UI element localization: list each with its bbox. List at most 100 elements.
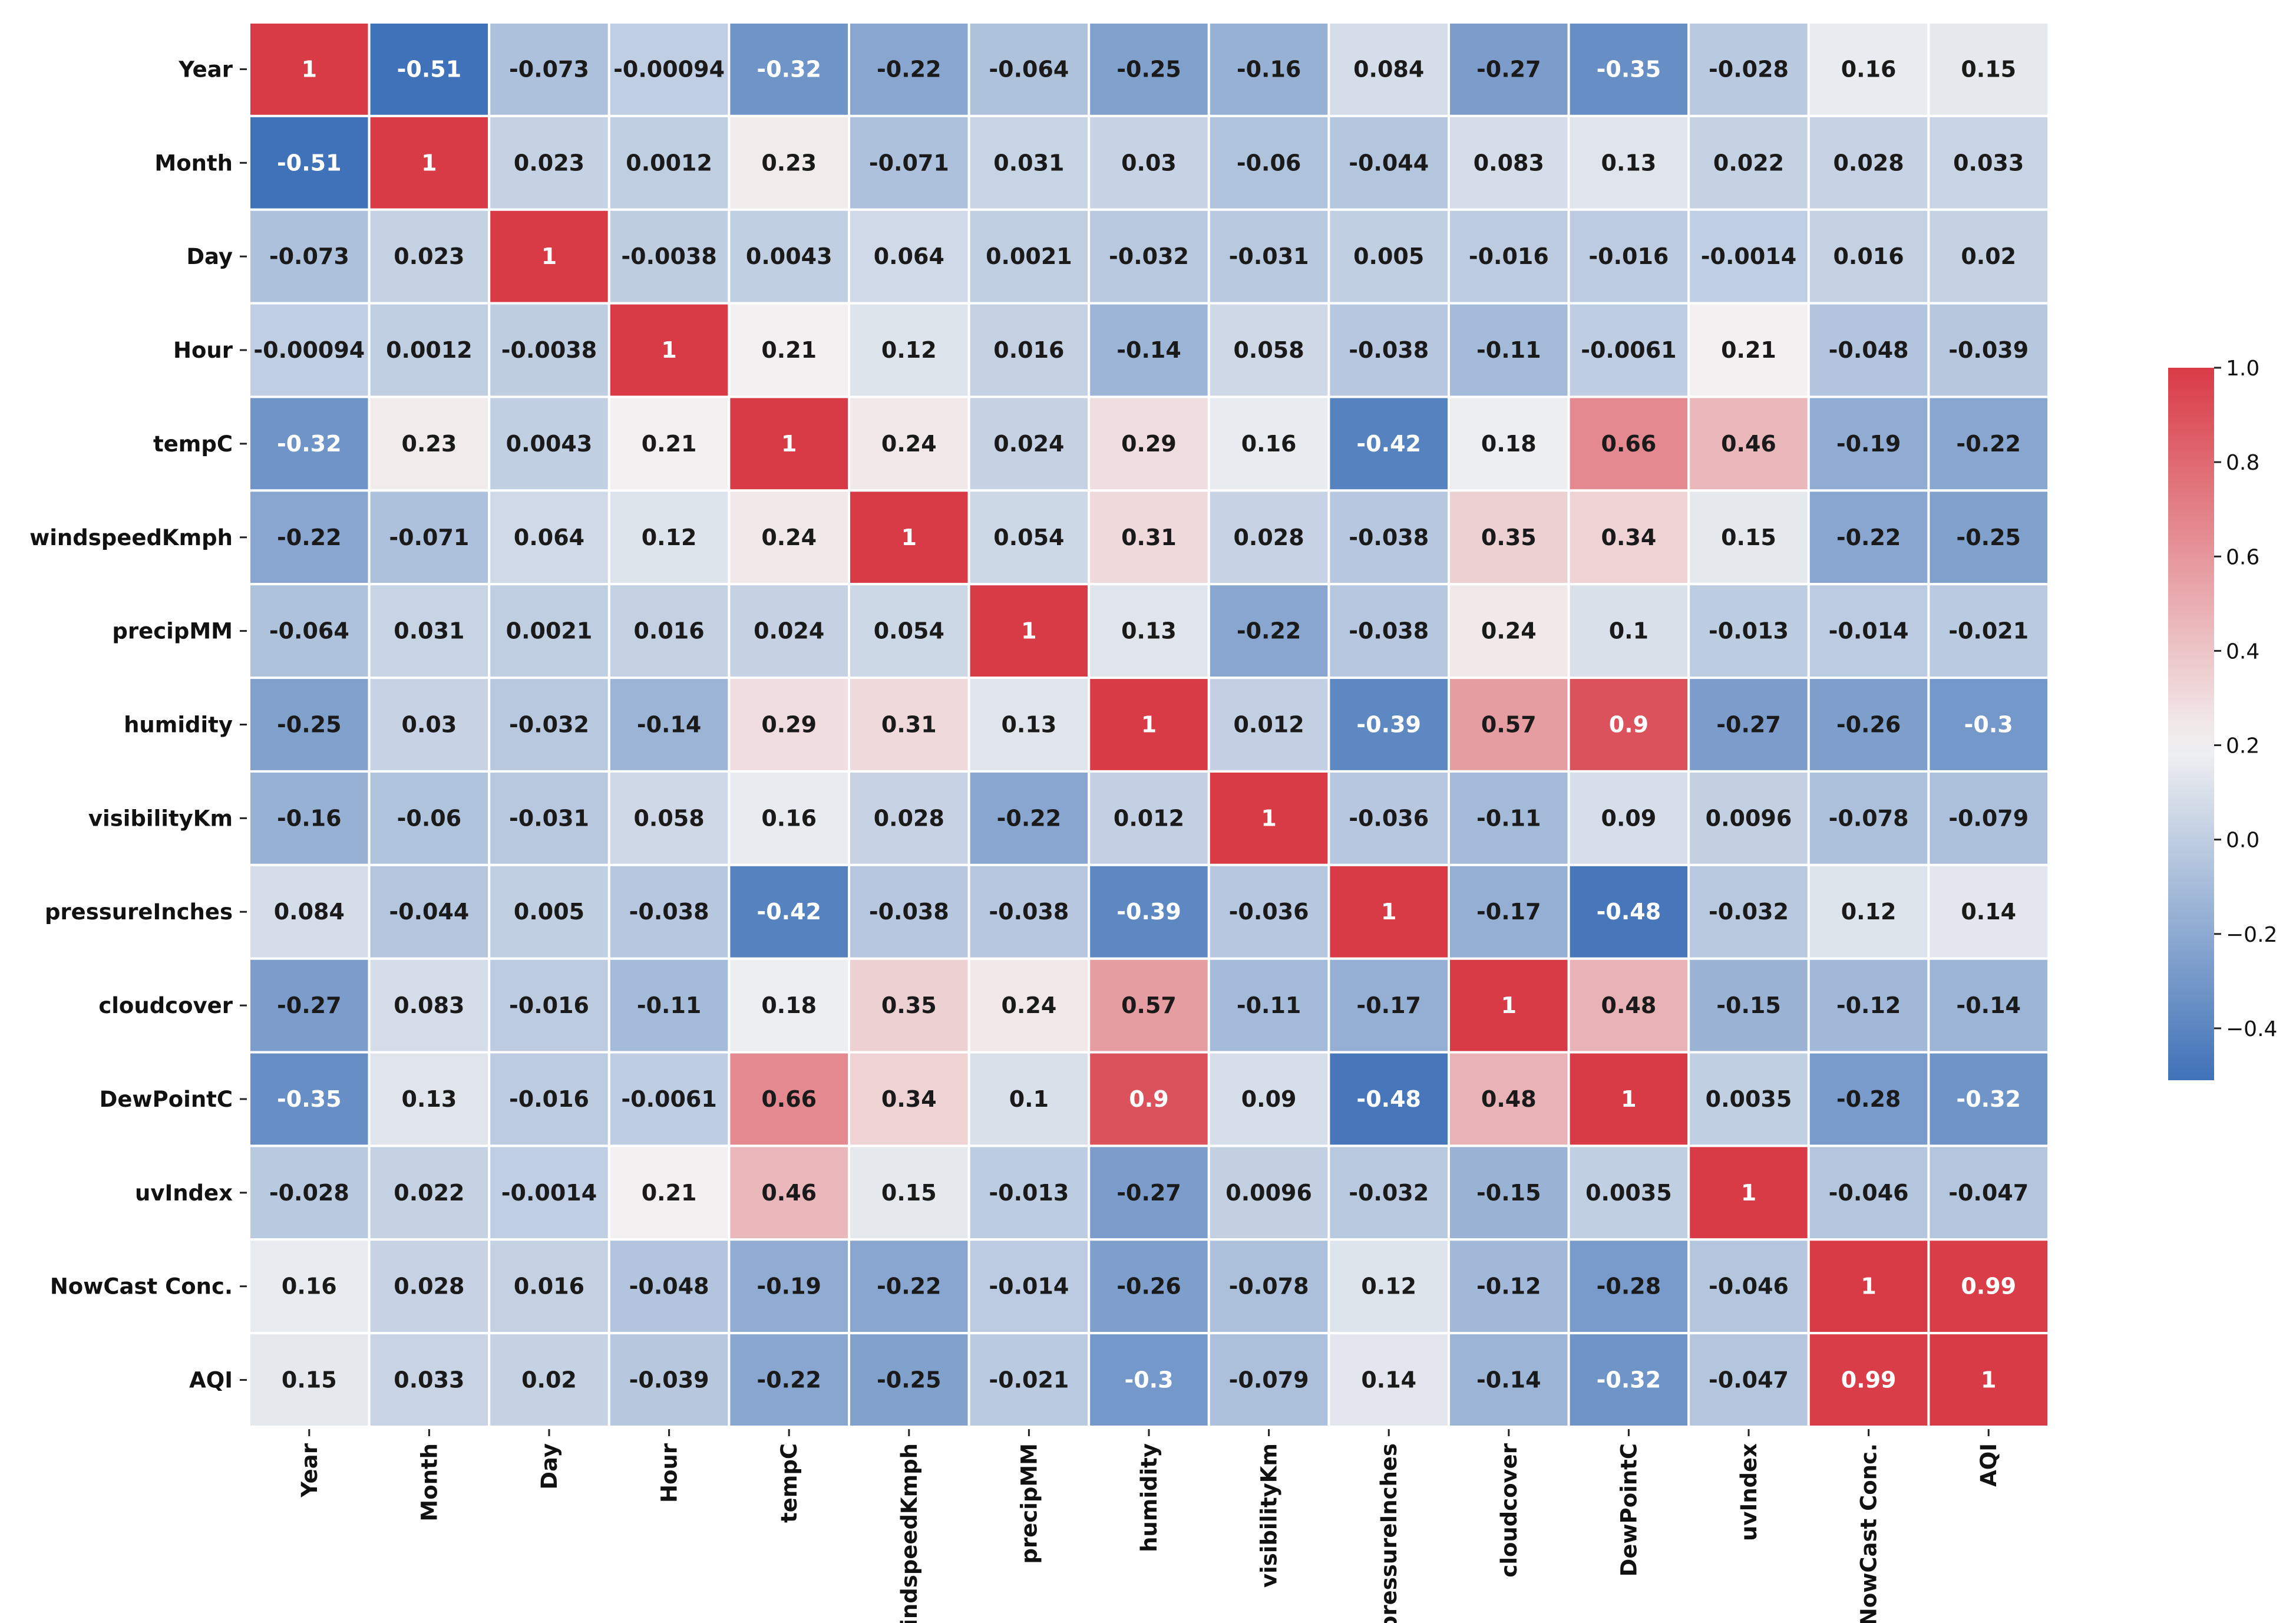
- heatmap-cell: [1207, 863, 1330, 960]
- heatmap-cell: [368, 21, 491, 117]
- cell-value-label: -0.39: [1116, 899, 1181, 925]
- cell-value-label: 0.054: [993, 524, 1064, 550]
- heatmap-cell: [1927, 1051, 2050, 1147]
- cell-value-label: -0.22: [997, 805, 1062, 831]
- cell-value-label: -0.079: [1948, 805, 2029, 831]
- cell-value-label: 0.0096: [1706, 805, 1792, 831]
- cell-value-label: -0.038: [1349, 524, 1429, 550]
- cell-value-label: -0.073: [509, 56, 589, 82]
- row-label: humidity: [124, 712, 233, 738]
- heatmap-cell: [1448, 208, 1570, 305]
- cell-value-label: 0.14: [1961, 899, 2016, 925]
- heatmap-cell: [967, 302, 1091, 398]
- cell-value-label: 0.24: [1002, 992, 1057, 1018]
- colorbar-tick-label: 0.4: [2226, 639, 2259, 664]
- heatmap-cell: [848, 583, 970, 679]
- cell-value-label: 1: [1501, 992, 1517, 1018]
- heatmap-cell: [1448, 1332, 1570, 1428]
- heatmap-cell: [1567, 489, 1690, 586]
- heatmap-cell: [607, 957, 731, 1054]
- cell-value-label: -0.0061: [621, 1086, 716, 1112]
- heatmap-cell: [1327, 1144, 1450, 1241]
- heatmap-cell: [368, 114, 491, 211]
- cell-value-label: 0.023: [394, 243, 464, 269]
- heatmap-cell: [1807, 1051, 1930, 1147]
- cell-value-label: -0.11: [1476, 805, 1541, 831]
- cell-value-label: 1: [1741, 1180, 1756, 1206]
- cell-value-label: 0.0035: [1706, 1086, 1792, 1112]
- cell-value-label: -0.32: [1597, 1367, 1661, 1393]
- cell-value-label: 0.083: [394, 992, 464, 1018]
- cell-value-label: -0.27: [1716, 712, 1781, 738]
- cell-value-label: -0.27: [277, 992, 342, 1018]
- heatmap-cell: [1088, 863, 1210, 960]
- cell-value-label: 1: [1261, 805, 1276, 831]
- row-label: Day: [186, 244, 233, 269]
- cell-value-label: 0.0043: [506, 431, 593, 457]
- cell-value-label: -0.032: [1709, 899, 1789, 925]
- heatmap-cell: [848, 770, 970, 866]
- cell-value-label: 0.033: [394, 1367, 464, 1393]
- heatmap-cell: [488, 395, 610, 492]
- cell-value-label: 0.03: [1121, 150, 1177, 176]
- heatmap-cell: [1207, 1144, 1330, 1241]
- cell-value-label: 0.16: [282, 1274, 337, 1299]
- cell-value-label: 0.24: [761, 524, 817, 550]
- cell-value-label: 0.21: [642, 431, 697, 457]
- heatmap-cell: [967, 1332, 1091, 1428]
- cell-value-label: 0.0096: [1225, 1180, 1312, 1206]
- cell-value-label: -0.0061: [1581, 337, 1676, 363]
- cell-value-label: -0.00094: [253, 337, 365, 363]
- heatmap-cell: [848, 1144, 970, 1241]
- heatmap-cell: [1567, 1144, 1690, 1241]
- heatmap-cell: [1448, 114, 1570, 211]
- cell-value-label: -0.48: [1597, 899, 1661, 925]
- cell-value-label: -0.27: [1476, 56, 1541, 82]
- heatmap-cell: [1807, 1238, 1930, 1335]
- cell-value-label: 0.058: [633, 805, 704, 831]
- cell-value-label: -0.031: [509, 805, 589, 831]
- heatmap-cell: [607, 395, 731, 492]
- heatmap-cell: [1327, 114, 1450, 211]
- cell-value-label: 0.016: [993, 337, 1064, 363]
- heatmap-cell: [728, 302, 851, 398]
- heatmap-cell: [1687, 21, 1810, 117]
- heatmap-cell: [1927, 863, 2050, 960]
- cell-value-label: -0.0014: [501, 1180, 597, 1206]
- cell-value-label: -0.071: [389, 524, 469, 550]
- cell-value-label: -0.35: [277, 1086, 342, 1112]
- cell-value-label: 0.02: [521, 1367, 577, 1393]
- cell-value-label: 0.66: [761, 1086, 817, 1112]
- cell-value-label: 0.18: [761, 992, 817, 1018]
- cell-value-label: -0.14: [637, 712, 702, 738]
- cell-value-label: 0.022: [394, 1180, 464, 1206]
- column-label: humidity: [1137, 1443, 1162, 1552]
- cell-value-label: -0.51: [277, 150, 342, 176]
- row-labels: Year Month Day Hour tempC windspeedKmph precip…: [29, 57, 247, 1393]
- cell-value-label: 0.29: [1121, 431, 1177, 457]
- cell-value-label: -0.06: [397, 805, 462, 831]
- cell-value-label: -0.016: [1588, 243, 1669, 269]
- cell-value-label: 0.083: [1474, 150, 1544, 176]
- heatmap-cell: [488, 770, 610, 866]
- heatmap-cell: [1207, 583, 1330, 679]
- row-label: AQI: [189, 1368, 233, 1393]
- cell-value-label: 0.9: [1609, 712, 1649, 738]
- colorbar-tick-label: 1.0: [2226, 357, 2259, 381]
- cell-value-label: -0.25: [277, 712, 342, 738]
- heatmap-cell: [1327, 489, 1450, 586]
- cell-value-label: 0.0021: [506, 618, 593, 644]
- cell-value-label: 1: [1141, 712, 1157, 738]
- cell-value-label: 0.21: [642, 1180, 697, 1206]
- cell-value-label: -0.32: [756, 56, 821, 82]
- cell-value-label: -0.22: [1237, 618, 1301, 644]
- cell-value-label: 0.99: [1841, 1367, 1897, 1393]
- heatmap-cell: [607, 489, 731, 586]
- cell-value-label: 0.35: [1481, 524, 1537, 550]
- cell-value-label: -0.32: [1956, 1086, 2021, 1112]
- heatmap-cell: [1207, 21, 1330, 117]
- cell-value-label: -0.047: [1948, 1180, 2029, 1206]
- cell-value-label: -0.19: [1836, 431, 1901, 457]
- heatmap-cell: [848, 677, 970, 773]
